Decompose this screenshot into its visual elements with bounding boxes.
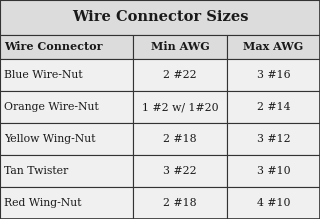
Bar	[0, 187, 133, 219]
Bar	[227, 35, 320, 59]
Bar	[133, 59, 227, 91]
Text: Tan Twister: Tan Twister	[4, 166, 68, 176]
Text: Wire Connector Sizes: Wire Connector Sizes	[72, 10, 248, 24]
Text: Yellow Wing-Nut: Yellow Wing-Nut	[4, 134, 95, 144]
Text: 3 #22: 3 #22	[163, 166, 197, 176]
Bar	[133, 91, 227, 123]
Bar	[133, 35, 227, 59]
Bar	[227, 155, 320, 187]
Text: 1 #2 w/ 1#20: 1 #2 w/ 1#20	[142, 102, 218, 112]
Text: 2 #14: 2 #14	[257, 102, 290, 112]
Bar	[0, 91, 133, 123]
Text: Orange Wire-Nut: Orange Wire-Nut	[4, 102, 99, 112]
Bar	[227, 187, 320, 219]
Bar	[0, 35, 133, 59]
Bar	[227, 123, 320, 155]
Bar	[227, 91, 320, 123]
Bar	[0, 123, 133, 155]
Text: 2 #18: 2 #18	[163, 134, 197, 144]
Text: 3 #12: 3 #12	[257, 134, 291, 144]
Text: 2 #22: 2 #22	[163, 70, 197, 80]
Text: Wire Connector: Wire Connector	[4, 41, 102, 52]
Bar	[227, 59, 320, 91]
Bar	[133, 155, 227, 187]
Text: Min AWG: Min AWG	[151, 41, 209, 52]
Bar	[0, 59, 133, 91]
Text: Blue Wire-Nut: Blue Wire-Nut	[4, 70, 83, 80]
Text: 2 #18: 2 #18	[163, 198, 197, 208]
Bar	[0, 155, 133, 187]
Bar	[133, 123, 227, 155]
Bar	[0, 0, 320, 35]
Text: 3 #10: 3 #10	[257, 166, 291, 176]
Text: Red Wing-Nut: Red Wing-Nut	[4, 198, 81, 208]
Text: 4 #10: 4 #10	[257, 198, 290, 208]
Text: 3 #16: 3 #16	[257, 70, 291, 80]
Bar	[133, 187, 227, 219]
Text: Max AWG: Max AWG	[244, 41, 304, 52]
